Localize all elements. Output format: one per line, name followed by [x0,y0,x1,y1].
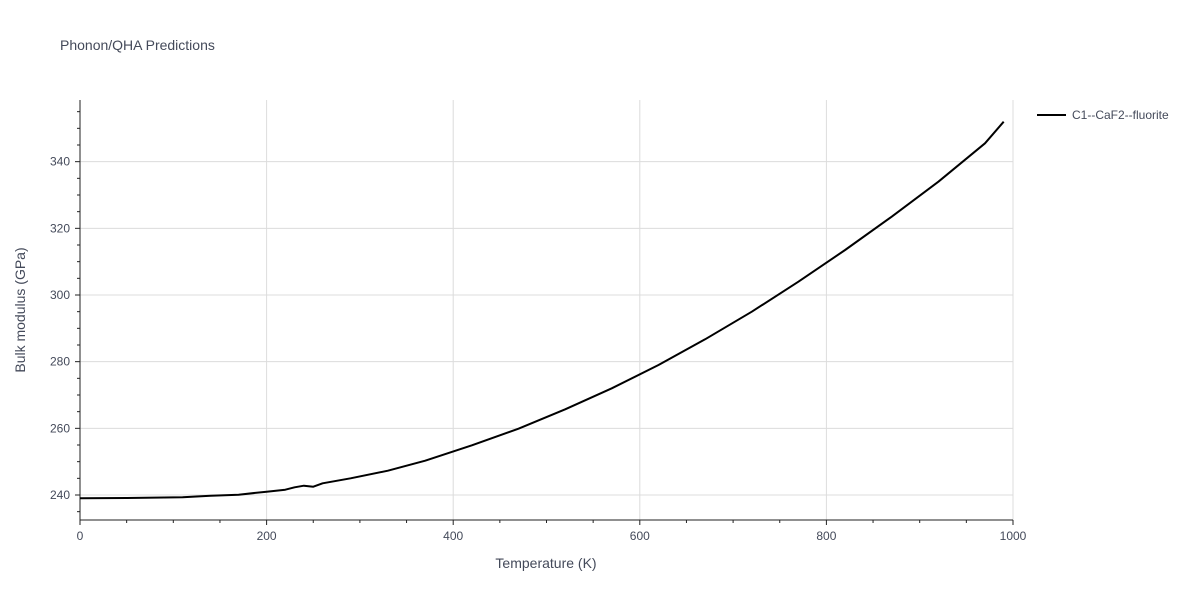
x-tick-label: 1000 [1000,529,1027,543]
y-axis-title: Bulk modulus (GPa) [12,247,28,372]
legend[interactable]: C1--CaF2--fluorite [1037,108,1169,122]
y-tick-label: 280 [50,355,70,369]
series-layer [79,121,1005,500]
x-tick-label: 600 [630,529,650,543]
legend-label: C1--CaF2--fluorite [1072,108,1169,122]
y-tick-label: 260 [50,421,70,435]
x-tick-label: 800 [816,529,836,543]
series-line [79,121,1005,500]
y-tick-label: 300 [50,288,70,302]
x-tick-label: 0 [77,529,84,543]
x-tick-label: 400 [443,529,463,543]
x-tick-label: 200 [257,529,277,543]
chart-title: Phonon/QHA Predictions [60,37,215,53]
y-tick-label: 320 [50,221,70,235]
y-tick-label: 240 [50,488,70,502]
y-tick-label: 340 [50,155,70,169]
x-axis-title: Temperature (K) [495,555,596,571]
grid-lines [80,100,1014,520]
axes: 0 200 400 600 800 1000 240 260 280 300 320 340 [50,100,1027,543]
